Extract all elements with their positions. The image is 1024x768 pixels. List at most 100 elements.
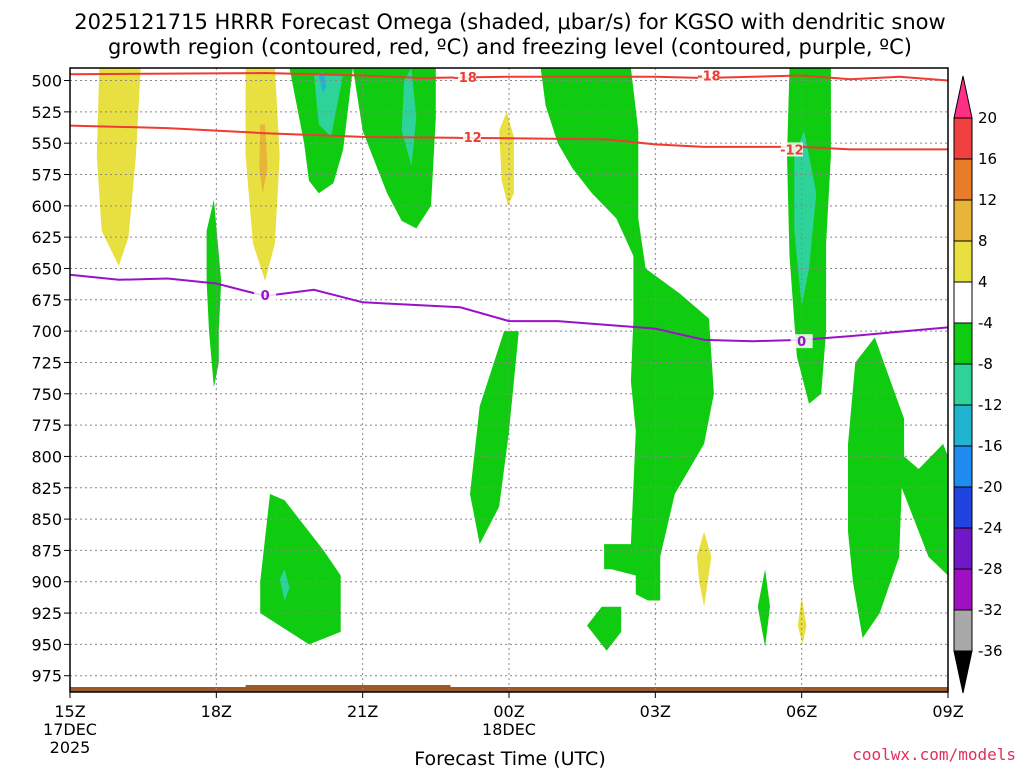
contour-label-bg-0 bbox=[454, 69, 477, 84]
green-upper-2130z bbox=[352, 68, 436, 229]
colorbar-segment-7 bbox=[953, 363, 973, 406]
x-tick-year-15Z: 2025 bbox=[50, 738, 91, 757]
x-tick-label-09Z: 09Z bbox=[932, 702, 963, 721]
colorbar-bottom-arrow bbox=[953, 650, 973, 694]
x-tick-sublabel-15Z: 17DEC bbox=[43, 720, 97, 739]
y-tick-label-675: 675 bbox=[31, 291, 62, 310]
colorbar-segment-3 bbox=[953, 199, 973, 242]
dgz-minus18 bbox=[69, 71, 949, 82]
colorbar-top-arrow bbox=[953, 75, 973, 119]
credit-text: coolwx.com/models bbox=[852, 745, 1016, 764]
contour-label-4: 0 bbox=[261, 289, 270, 304]
freezing-level-0 bbox=[69, 273, 949, 343]
y-tick-label-850: 850 bbox=[31, 510, 62, 529]
colorbar-label-2: 12 bbox=[978, 191, 997, 209]
green-slim-1730z bbox=[206, 199, 222, 388]
green-main-band bbox=[540, 68, 714, 601]
colorbar-label-6: -8 bbox=[978, 355, 993, 373]
x-tick-label-00Z: 00Z bbox=[493, 702, 524, 721]
yellow-blob-04z bbox=[696, 531, 712, 607]
y-tick-label-575: 575 bbox=[31, 166, 62, 185]
colorbar-label-11: -28 bbox=[978, 560, 1003, 578]
y-tick-label-525: 525 bbox=[31, 103, 62, 122]
yellow-blob-00z bbox=[499, 111, 514, 206]
y-tick-label-600: 600 bbox=[31, 197, 62, 216]
colorbar: 20 16 12 8 4 -4 -8 -12 -16 -20 -24 -28 -32 -36 bbox=[953, 75, 1003, 694]
colorbar-segment-11 bbox=[953, 527, 973, 570]
contour-label-bg-4 bbox=[254, 287, 277, 302]
green-lower-1930z bbox=[260, 494, 341, 645]
colorbar-segment-10 bbox=[953, 486, 973, 529]
x-tick-label-18Z: 18Z bbox=[201, 702, 232, 721]
y-tick-label-550: 550 bbox=[31, 134, 62, 153]
y-tick-label-875: 875 bbox=[31, 541, 62, 560]
x-tick-label-15Z: 15Z bbox=[54, 702, 85, 721]
colorbar-label-5: -4 bbox=[978, 314, 993, 332]
green-blob-2330z bbox=[470, 331, 519, 545]
contour-label-0: -18 bbox=[453, 71, 477, 86]
colorbar-segment-13 bbox=[953, 609, 973, 652]
terrain-bump bbox=[245, 685, 451, 688]
teal-lower-1930z bbox=[279, 569, 290, 601]
teal-upper-20z bbox=[313, 74, 344, 137]
x-tick-label-06Z: 06Z bbox=[786, 702, 817, 721]
contour-label-bg-5 bbox=[790, 334, 813, 349]
y-tick-label-900: 900 bbox=[31, 573, 62, 592]
colorbar-segment-2 bbox=[953, 158, 973, 201]
y-tick-label-650: 650 bbox=[31, 259, 62, 278]
colorbar-label-8: -16 bbox=[978, 437, 1003, 455]
y-tick-label-975: 975 bbox=[31, 667, 62, 686]
y-tick-label-725: 725 bbox=[31, 353, 62, 372]
shaded-regions bbox=[70, 68, 948, 692]
green-lower-0730z bbox=[848, 337, 948, 639]
plot-area bbox=[70, 68, 948, 692]
y-tick-label-750: 750 bbox=[31, 385, 62, 404]
y-tick-label-925: 925 bbox=[31, 604, 62, 623]
y-tick-label-825: 825 bbox=[31, 479, 62, 498]
colorbar-label-1: 16 bbox=[978, 150, 997, 168]
yellow-blob-06z bbox=[797, 596, 807, 645]
colorbar-label-13: -36 bbox=[978, 642, 1003, 660]
contour-label-1: -18 bbox=[697, 70, 721, 85]
contour-label-3: -12 bbox=[780, 143, 804, 158]
y-tick-label-500: 500 bbox=[31, 72, 62, 91]
colorbar-segment-6 bbox=[953, 322, 973, 365]
y-tick-label-775: 775 bbox=[31, 416, 62, 435]
x-tick-sublabel-00Z: 18DEC bbox=[482, 720, 536, 739]
colorbar-label-12: -32 bbox=[978, 601, 1003, 619]
contour-label-5: 0 bbox=[797, 335, 806, 350]
green-lower-02z bbox=[587, 606, 622, 651]
chart-title-line1: 2025121715 HRRR Forecast Omega (shaded, … bbox=[74, 10, 945, 34]
chart-title-line2: growth region (contoured, red, ºC) and f… bbox=[108, 35, 912, 59]
yellow-plume-1 bbox=[96, 68, 141, 266]
colorbar-segment-4 bbox=[953, 240, 973, 283]
colorbar-label-9: -20 bbox=[978, 478, 1003, 496]
dgz-minus12 bbox=[69, 124, 948, 151]
colorbar-segment-1 bbox=[953, 117, 973, 160]
colorbar-label-10: -24 bbox=[978, 519, 1003, 537]
axes: 500 525 550 575 600 625 650 675 700 725 750 775 800 8… bbox=[31, 67, 964, 757]
colorbar-label-7: -12 bbox=[978, 396, 1003, 414]
x-tick-label-21Z: 21Z bbox=[347, 702, 378, 721]
colorbar-label-3: 8 bbox=[978, 232, 988, 250]
y-tick-label-625: 625 bbox=[31, 228, 62, 247]
colorbar-label-0: 20 bbox=[978, 109, 997, 127]
y-tick-label-700: 700 bbox=[31, 322, 62, 341]
cyan-upper-20z bbox=[318, 70, 327, 94]
contour-label-bg-3 bbox=[780, 142, 803, 157]
colorbar-segment-8 bbox=[953, 404, 973, 447]
contour-label-2: -12 bbox=[458, 131, 482, 146]
colorbar-label-4: 4 bbox=[978, 273, 988, 291]
green-lower-05z bbox=[757, 569, 770, 647]
contour-label-bg-1 bbox=[697, 68, 720, 83]
orange-streak bbox=[259, 124, 268, 194]
contour-lines: -18 -18 -12 -12 0 0 bbox=[69, 68, 949, 350]
teal-upper-2130z bbox=[401, 68, 417, 166]
x-tick-label-03Z: 03Z bbox=[640, 702, 671, 721]
y-tick-label-950: 950 bbox=[31, 635, 62, 654]
contour-label-bg-2 bbox=[458, 129, 481, 144]
colorbar-segment-5 bbox=[953, 281, 973, 324]
x-axis-label: Forecast Time (UTC) bbox=[414, 748, 605, 768]
colorbar-segment-9 bbox=[953, 445, 973, 488]
